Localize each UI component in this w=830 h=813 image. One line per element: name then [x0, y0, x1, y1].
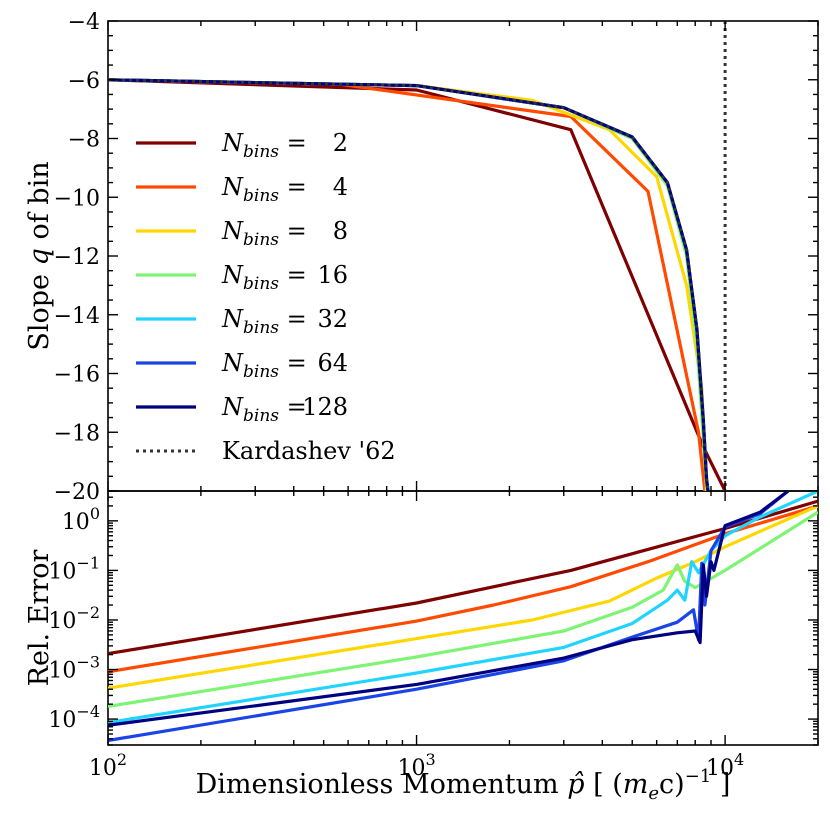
legend: Nbins = 2 Nbins = 4 Nbins = 8 Nbins = 16 Nbins =… — [136, 129, 396, 465]
x-axis-label: Dimensionless Momentum p̂ [ (mec)−1 ] — [196, 766, 731, 804]
top-ytick-label: −20 — [54, 480, 100, 505]
bottom-xtick-label: 104 — [706, 750, 744, 781]
tick-labels-group: −20 −18 −16 −14 −12 −10 −8 −6 −4 10−4 10−3 10−2 10−1… — [48, 10, 744, 781]
top-series-n-bins-32 — [108, 78, 710, 491]
top-series-n-bins-128 — [108, 78, 710, 491]
legend-label: Nbins = — [221, 393, 307, 426]
bottom-ytick-label: 10−3 — [48, 653, 100, 684]
legend-value: 16 — [317, 261, 348, 289]
bottom-ytick-label: 10−4 — [48, 702, 100, 733]
legend-value: 4 — [333, 173, 348, 201]
bottom-xtick-label: 102 — [89, 750, 127, 781]
legend-label: Nbins = — [221, 217, 307, 250]
top-ytick-label: −16 — [54, 363, 100, 388]
legend-value: 64 — [317, 349, 348, 377]
legend-value: 2 — [333, 129, 348, 157]
bottom-panel-frame — [107, 490, 819, 746]
legend-value: 128 — [302, 393, 348, 421]
legend-label: Nbins = — [221, 349, 307, 382]
top-ytick-label: −12 — [54, 245, 100, 270]
top-series-kardashev-62 — [108, 78, 710, 491]
top-ytick-label: −18 — [54, 421, 100, 446]
top-ytick-label: −10 — [54, 186, 100, 211]
legend-label: Nbins = — [221, 261, 307, 294]
ticks-group — [107, 20, 819, 746]
top-ytick-label: −4 — [68, 10, 100, 35]
legend-value: 32 — [317, 305, 348, 333]
bottom-series-n-bins-32 — [108, 491, 818, 725]
bottom-ytick-label: 10−1 — [48, 553, 100, 584]
legend-value: 8 — [333, 217, 348, 245]
top-series-group — [108, 21, 727, 491]
legend-label: Kardashev '62 — [222, 437, 396, 465]
bottom-ytick-label: 10−2 — [48, 603, 100, 634]
top-series-n-bins-16 — [108, 78, 709, 491]
top-series-n-bins-2 — [108, 78, 727, 491]
bottom-xtick-label: 103 — [397, 750, 435, 781]
top-series-n-bins-64 — [108, 78, 710, 491]
bottom-series-n-bins-128 — [108, 491, 790, 727]
bottom-y-axis-label: Rel. Error — [24, 550, 55, 687]
top-ytick-label: −14 — [54, 304, 100, 329]
top-ytick-label: −6 — [68, 69, 100, 94]
bottom-ytick-label: 100 — [62, 504, 100, 535]
top-y-axis-label: Slope q of bin — [24, 161, 55, 350]
top-series-n-bins-4 — [108, 78, 707, 491]
top-series-n-bins-8 — [108, 78, 709, 491]
bottom-series-n-bins-4 — [108, 504, 818, 674]
top-ytick-label: −8 — [68, 128, 100, 153]
bottom-series-group — [108, 491, 818, 743]
legend-label: Nbins = — [221, 173, 307, 206]
legend-label: Nbins = — [221, 129, 307, 162]
legend-label: Nbins = — [221, 305, 307, 338]
